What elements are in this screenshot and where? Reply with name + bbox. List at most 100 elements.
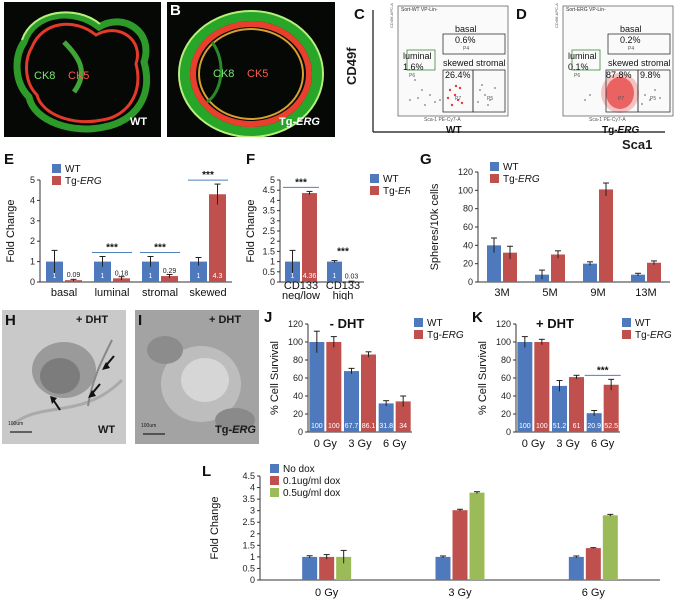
chart-k: K % Cell Survival 0 20 40 60 80 100 120 100 100 0 G… bbox=[472, 310, 672, 450]
gate-stromal-pct-d: 9.8% bbox=[640, 70, 661, 80]
y-tick-label-j: 40 bbox=[293, 391, 303, 401]
y-tick-label-e: 4 bbox=[30, 195, 35, 205]
bar-k bbox=[552, 385, 567, 432]
y-tick-label-f: 4.5 bbox=[262, 185, 275, 195]
panel-letter-h: H bbox=[5, 312, 16, 329]
legend-swatch-g bbox=[490, 162, 499, 171]
legend-swatch-e bbox=[52, 176, 61, 185]
data-label-k: 100 bbox=[519, 423, 531, 430]
chart-l: L Fold Change 0 0.51 1.52 2.53 3.54 4.5 0 Gy 3 Gy… bbox=[202, 463, 660, 599]
data-label-j: 100 bbox=[311, 423, 323, 430]
flow-genotype-d: Tg-ERG bbox=[602, 125, 640, 136]
gate-luminal-d: luminal bbox=[568, 51, 597, 61]
legend-label-j: Tg-ERG bbox=[427, 330, 464, 341]
legend-swatch-f bbox=[370, 174, 379, 183]
bar-k bbox=[569, 377, 584, 432]
gate-basal-pct-d: 0.2% bbox=[620, 35, 641, 45]
category-label-k: 6 Gy bbox=[591, 438, 615, 450]
data-label-f: 0.03 bbox=[345, 273, 359, 280]
bar-g bbox=[647, 262, 661, 282]
significance-mark-k: *** bbox=[597, 365, 609, 376]
flow-header-d: Sort-ERG VP-Lin- bbox=[566, 7, 606, 13]
legend-swatch-f bbox=[370, 186, 379, 195]
micrograph-b-image bbox=[167, 2, 335, 137]
panel-letter-d: D bbox=[516, 6, 527, 23]
bar-l bbox=[585, 548, 601, 580]
y-tick-label-l: 0 bbox=[250, 575, 255, 585]
y-tick-label-f: 5 bbox=[270, 175, 275, 185]
data-label-e: 1 bbox=[53, 273, 57, 280]
gate-skewed-c: skewed stromal bbox=[443, 58, 506, 68]
data-label-j: 100 bbox=[328, 423, 340, 430]
category-label-g: 9M bbox=[590, 287, 605, 299]
data-label-k: 61 bbox=[573, 423, 581, 430]
y-tick-label-g: 80 bbox=[463, 204, 473, 214]
y-tick-label-j: 120 bbox=[288, 319, 303, 329]
y-tick-label-l: 3 bbox=[250, 506, 255, 516]
category-label-f: CD133 bbox=[284, 280, 318, 292]
category-label-f: CD133 bbox=[326, 280, 360, 292]
legend-label-f: Tg-ERG bbox=[383, 186, 410, 197]
data-label-e: 0.09 bbox=[67, 272, 81, 279]
data-label-k: 52.5 bbox=[604, 423, 618, 430]
y-tick-label-g: 120 bbox=[458, 167, 473, 177]
stain-ck5-b: CK5 bbox=[247, 68, 269, 80]
data-label-f: 1 bbox=[333, 273, 337, 280]
bar-e bbox=[94, 261, 111, 282]
category-label-j: 3 Gy bbox=[348, 438, 372, 450]
bar-e bbox=[142, 261, 159, 282]
flow-y-title: CD49f bbox=[344, 47, 359, 85]
y-tick-label-j: 80 bbox=[293, 355, 303, 365]
significance-mark-e: *** bbox=[154, 243, 166, 254]
bar-f bbox=[344, 281, 359, 282]
bar-g bbox=[583, 263, 597, 282]
y-tick-label-k: 100 bbox=[496, 337, 511, 347]
panel-letter-b: B bbox=[170, 2, 181, 19]
y-tick-label-e: 1 bbox=[30, 257, 35, 267]
flow-xaxis-d: Sca-1 PE-Cy7-A bbox=[589, 117, 626, 123]
bar-j bbox=[395, 401, 411, 432]
legend-label-k: Tg-ERG bbox=[635, 330, 672, 341]
y-tick-label-l: 4.5 bbox=[242, 471, 255, 481]
y-tick-label-k: 60 bbox=[501, 373, 511, 383]
legend-swatch-k bbox=[622, 330, 631, 339]
gate-luminal-pct-c: 1.6% bbox=[403, 62, 424, 72]
legend-label-g: WT bbox=[503, 162, 519, 173]
y-tick-label-f: 1.5 bbox=[262, 246, 275, 256]
stain-ck8-b: CK8 bbox=[213, 68, 235, 80]
gate-skewed-pct-d: 87.8% bbox=[606, 70, 632, 80]
y-tick-label-j: 60 bbox=[293, 373, 303, 383]
gate-skewed-id-d: P7 bbox=[618, 96, 625, 102]
y-tick-label-f: 2 bbox=[270, 236, 275, 246]
bar-e bbox=[161, 276, 178, 282]
legend-label-f: WT bbox=[383, 174, 399, 185]
panel-letter-j: J bbox=[264, 310, 272, 326]
category-label-k: 0 Gy bbox=[522, 438, 546, 450]
gate-luminal-id-c: P6 bbox=[409, 73, 416, 79]
category-label-e: skewed bbox=[189, 287, 226, 299]
y-axis-label-j: % Cell Survival bbox=[269, 341, 281, 415]
y-tick-label-k: 120 bbox=[496, 319, 511, 329]
y-tick-label-k: 80 bbox=[501, 355, 511, 365]
panel-letter-c: C bbox=[354, 6, 365, 23]
data-label-e: 4.3 bbox=[213, 273, 223, 280]
bar-e bbox=[190, 261, 207, 282]
y-tick-label-l: 4 bbox=[250, 483, 255, 493]
bar-k bbox=[534, 342, 550, 432]
data-label-e: 1 bbox=[101, 273, 105, 280]
y-tick-label-f: 0.5 bbox=[262, 267, 275, 277]
data-label-e: 1 bbox=[197, 273, 201, 280]
panel-letter-i: I bbox=[138, 312, 143, 329]
y-tick-label-e: 2 bbox=[30, 236, 35, 246]
bar-f bbox=[327, 261, 342, 282]
y-tick-label-k: 40 bbox=[501, 391, 511, 401]
data-label-k: 100 bbox=[536, 423, 548, 430]
data-label-j: 31.8 bbox=[379, 423, 393, 430]
y-tick-label-f: 3.5 bbox=[262, 206, 275, 216]
bar-g bbox=[631, 274, 645, 282]
category-label-e: luminal bbox=[95, 287, 130, 299]
legend-swatch-j bbox=[414, 330, 423, 339]
gate-basal-c: basal bbox=[455, 24, 477, 34]
gate-skewed-id-c: P7 bbox=[455, 96, 462, 102]
data-label-j: 34 bbox=[399, 423, 407, 430]
